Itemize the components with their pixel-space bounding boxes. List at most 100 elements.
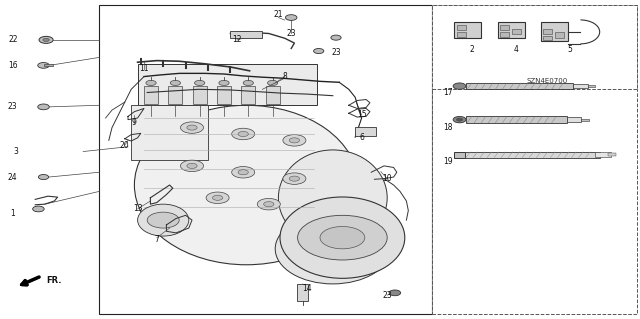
Text: 2: 2 (470, 45, 475, 54)
Circle shape (298, 215, 387, 260)
Bar (266, 86, 280, 104)
Circle shape (289, 138, 300, 143)
Circle shape (283, 135, 306, 146)
Circle shape (38, 174, 49, 180)
Bar (573, 84, 588, 88)
Bar (230, 31, 262, 38)
Circle shape (283, 173, 306, 184)
Text: SZN4E0700: SZN4E0700 (527, 78, 568, 84)
Text: 23: 23 (331, 48, 341, 57)
Text: 23: 23 (382, 291, 392, 300)
Circle shape (232, 128, 255, 140)
Text: 16: 16 (8, 61, 18, 70)
Bar (44, 64, 53, 66)
Circle shape (232, 167, 255, 178)
Text: 20: 20 (120, 141, 130, 150)
Bar (466, 83, 573, 89)
Circle shape (453, 83, 466, 89)
Text: 1: 1 (10, 209, 15, 218)
Bar (567, 117, 581, 122)
Text: 11: 11 (140, 64, 148, 73)
Bar (355, 127, 376, 136)
Ellipse shape (275, 214, 390, 284)
Bar (466, 116, 567, 123)
Ellipse shape (278, 150, 387, 246)
Bar (193, 86, 207, 104)
Text: 21: 21 (274, 10, 283, 19)
Bar (465, 152, 600, 158)
Bar (432, 5, 637, 89)
Circle shape (180, 122, 204, 133)
Circle shape (206, 192, 229, 204)
Ellipse shape (280, 197, 405, 278)
Circle shape (38, 63, 49, 68)
Text: 8: 8 (282, 72, 287, 81)
Circle shape (170, 80, 180, 85)
Bar (608, 153, 616, 156)
Text: 13: 13 (132, 204, 143, 213)
Bar (498, 22, 525, 38)
Bar (144, 86, 158, 104)
Text: 23: 23 (286, 29, 296, 38)
Circle shape (285, 15, 297, 20)
Circle shape (320, 226, 365, 249)
Bar (432, 5, 637, 314)
Bar (297, 284, 308, 301)
Circle shape (456, 118, 463, 121)
Bar (99, 5, 432, 314)
Circle shape (264, 202, 274, 207)
Bar (500, 32, 509, 37)
Circle shape (453, 116, 466, 123)
Bar (217, 86, 231, 104)
Text: FR.: FR. (47, 276, 62, 285)
Circle shape (39, 36, 53, 43)
Bar (131, 105, 208, 160)
Bar (588, 85, 595, 87)
Text: 18: 18 (444, 123, 452, 132)
Circle shape (238, 170, 248, 175)
Text: 3: 3 (13, 147, 19, 156)
Bar (595, 152, 611, 157)
Circle shape (289, 176, 300, 181)
Circle shape (268, 80, 278, 85)
Bar (581, 119, 589, 121)
Text: 10: 10 (382, 174, 392, 183)
Text: 6: 6 (359, 133, 364, 142)
Bar (457, 32, 466, 37)
Circle shape (195, 80, 205, 85)
Circle shape (238, 131, 248, 137)
Bar (555, 32, 564, 38)
Circle shape (314, 48, 324, 54)
Circle shape (147, 212, 179, 228)
Circle shape (43, 38, 49, 41)
Circle shape (146, 80, 156, 85)
Text: 22: 22 (8, 35, 17, 44)
Bar (541, 22, 568, 41)
Bar (241, 86, 255, 104)
Text: 9: 9 (132, 118, 137, 127)
Bar (543, 36, 552, 40)
Circle shape (33, 206, 44, 212)
Bar (168, 86, 182, 104)
Bar (512, 29, 521, 34)
Text: 24: 24 (8, 173, 18, 182)
Circle shape (212, 195, 223, 200)
Text: 17: 17 (443, 88, 453, 97)
Text: 15: 15 (356, 110, 367, 119)
Circle shape (389, 290, 401, 296)
Bar (543, 29, 552, 34)
Circle shape (219, 80, 229, 85)
Text: 23: 23 (8, 102, 18, 111)
Circle shape (243, 80, 253, 85)
Bar (454, 152, 465, 158)
Circle shape (331, 35, 341, 40)
Circle shape (187, 125, 197, 130)
Text: 14: 14 (302, 284, 312, 293)
Text: 19: 19 (443, 157, 453, 166)
Bar (454, 22, 481, 38)
Ellipse shape (138, 204, 189, 236)
Ellipse shape (134, 105, 358, 265)
Circle shape (38, 104, 49, 110)
Circle shape (187, 163, 197, 168)
Bar (500, 25, 509, 30)
